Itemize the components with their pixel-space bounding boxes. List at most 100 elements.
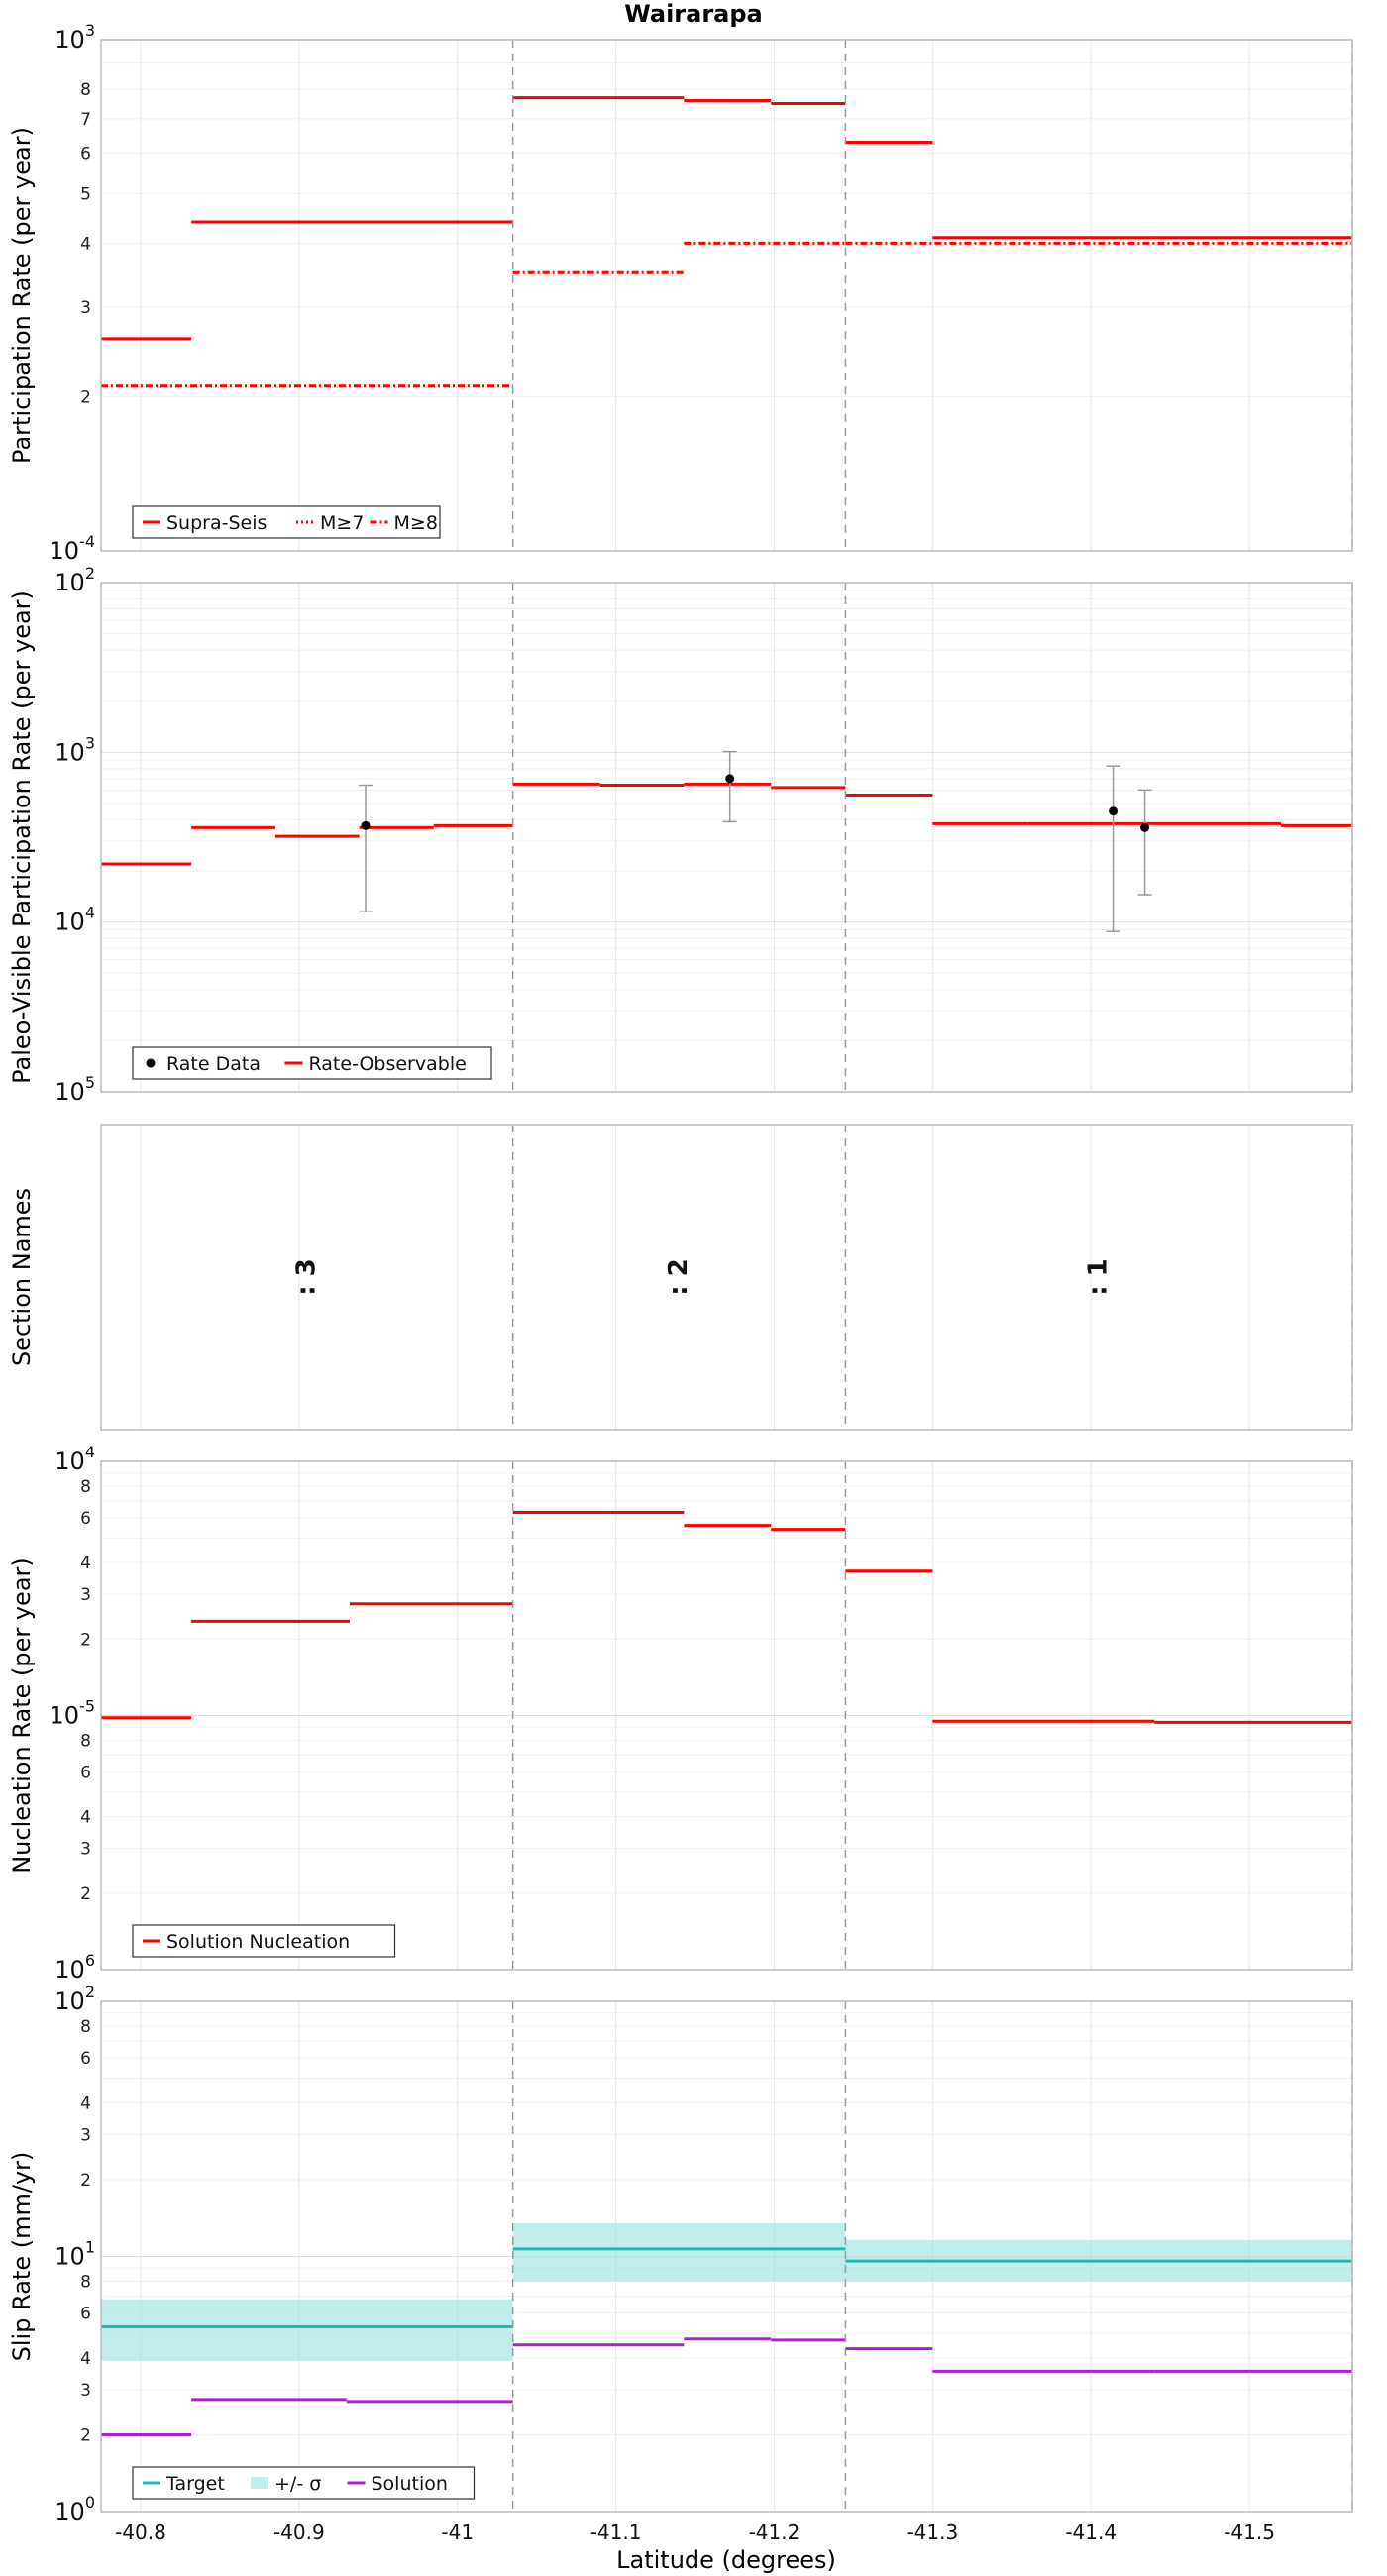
x-tick-label: -41.1 <box>590 2521 642 2544</box>
series-m-8 <box>101 241 1352 388</box>
y-minor-tick-label: 3 <box>80 298 91 318</box>
y-tick-base: 10 <box>50 1702 80 1730</box>
y-minor-tick-label: 6 <box>80 144 91 163</box>
y-tick-base: 10 <box>54 26 85 54</box>
data-point <box>725 774 735 784</box>
data-point <box>1109 806 1119 816</box>
y-tick-exponent: 3 <box>85 21 95 40</box>
series-rate-observable <box>101 782 1352 866</box>
y-tick-label: 103 <box>54 733 95 766</box>
legend-label: Target <box>165 2473 225 2495</box>
legend: Target +/- σ Solution <box>132 2466 476 2500</box>
y-tick-base: 10 <box>50 537 80 565</box>
legend-marker <box>146 1058 156 1068</box>
y-tick-exponent: -4 <box>79 532 95 551</box>
series-solution <box>101 2337 1352 2436</box>
legend-box <box>132 1046 492 1080</box>
y-tick-exponent: 2 <box>85 564 95 583</box>
series-supra-seis <box>101 96 1352 341</box>
x-ticks: -40.8 -40.9 -41 -41.1 -41.2 -41.3 -41.4 -41.5 <box>115 2521 1275 2544</box>
legend-box <box>132 505 441 539</box>
y-tick-exponent: 6 <box>85 1951 95 1970</box>
y-minor-tick-label: 4 <box>80 2093 91 2113</box>
grid <box>101 40 1352 552</box>
y-tick-label: 101 <box>54 2238 95 2271</box>
series-solution-nucleation <box>101 1510 1352 1724</box>
y-tick-exponent: 4 <box>85 904 95 922</box>
grid <box>101 583 1352 1093</box>
legend-label: Solution <box>372 2473 448 2495</box>
legend-label: Supra-Seis <box>166 512 267 534</box>
legend: Rate Data Rate-Observable <box>132 1046 492 1080</box>
y-minor-tick-label: 8 <box>80 2017 91 2037</box>
legend-label: M≥7 <box>320 512 364 534</box>
y-minor-tick-label: 2 <box>80 1630 91 1650</box>
y-tick-base: 10 <box>54 1448 85 1475</box>
plot-frame <box>100 582 1353 1093</box>
y-tick-base: 10 <box>54 569 85 596</box>
x-tick-label: -40.9 <box>273 2521 325 2544</box>
y-tick-exponent: 5 <box>85 1073 95 1092</box>
plot-area <box>101 1125 1352 1430</box>
y-tick-label: 104 <box>54 1443 95 1475</box>
legend: Supra-Seis M≥7 M≥8 <box>132 505 441 539</box>
y-minor-tick-label: 3 <box>80 1840 91 1860</box>
legend-label: Solution Nucleation <box>166 1931 350 1953</box>
plot-frame <box>100 1460 1353 1971</box>
y-tick-base: 10 <box>54 2243 85 2271</box>
y-axis-label: Slip Rate (mm/yr) <box>8 2152 36 2362</box>
y-minor-tick-label: 8 <box>80 80 91 100</box>
plot-area <box>101 40 1352 551</box>
y-tick-label: 105 <box>54 1073 95 1106</box>
legend-marker <box>251 2477 268 2489</box>
y-tick-label: 10-4 <box>50 532 96 565</box>
section-label: : 2 <box>664 1258 694 1296</box>
y-tick-base: 10 <box>54 1956 85 1984</box>
y-tick-exponent: 2 <box>85 1983 95 2001</box>
y-minor-tick-label: 6 <box>80 1509 91 1529</box>
sigma-band <box>101 2299 513 2361</box>
y-minor-tick-label: 8 <box>80 1477 91 1497</box>
y-tick-label: 103 <box>54 21 95 54</box>
y-minor-tick-label: 8 <box>80 1731 91 1751</box>
figure-title: Wairarapa <box>624 0 762 28</box>
y-minor-tick-label: 4 <box>80 234 91 254</box>
y-tick-base: 10 <box>54 1987 85 2015</box>
y-minor-tick-label: 4 <box>80 2349 91 2369</box>
y-tick-base: 10 <box>54 738 85 766</box>
y-minor-tick-label: 3 <box>80 1585 91 1605</box>
legend-label: M≥8 <box>394 512 438 534</box>
y-tick-exponent: -5 <box>79 1697 95 1716</box>
y-tick-label: 102 <box>54 564 95 596</box>
section-label: : 1 <box>1084 1258 1114 1296</box>
y-minor-tick-label: 2 <box>80 388 91 408</box>
grid <box>140 1125 1250 1430</box>
y-tick-exponent: 3 <box>85 733 95 752</box>
legend-label: Rate Data <box>166 1053 261 1075</box>
x-tick-label: -41.4 <box>1065 2521 1117 2544</box>
rate-data-points <box>358 750 1152 932</box>
data-point <box>361 820 371 830</box>
y-tick-label: 100 <box>54 2493 95 2525</box>
y-axis-label: Nucleation Rate (per year) <box>8 1557 36 1874</box>
y-minor-tick-label: 6 <box>80 2049 91 2069</box>
panel-sections: : 3: 2: 1 Section Names <box>8 1124 1353 1431</box>
y-minor-tick-label: 3 <box>80 2381 91 2401</box>
legend-box <box>132 1924 396 1958</box>
y-axis-label: Participation Rate (per year) <box>8 127 36 464</box>
data-point <box>1140 822 1150 832</box>
x-axis-label: Latitude (degrees) <box>616 2546 836 2574</box>
y-axis-label: Paleo-Visible Participation Rate (per ye… <box>8 590 36 1084</box>
y-tick-label: 104 <box>54 904 95 936</box>
y-tick-base: 10 <box>54 2498 85 2525</box>
y-tick-label: 106 <box>54 1951 95 1984</box>
y-tick-exponent: 0 <box>85 2493 95 2512</box>
y-tick-base: 10 <box>54 909 85 936</box>
y-tick-exponent: 4 <box>85 1443 95 1461</box>
plot-frame <box>100 1124 1353 1431</box>
y-minor-tick-label: 8 <box>80 2272 91 2292</box>
